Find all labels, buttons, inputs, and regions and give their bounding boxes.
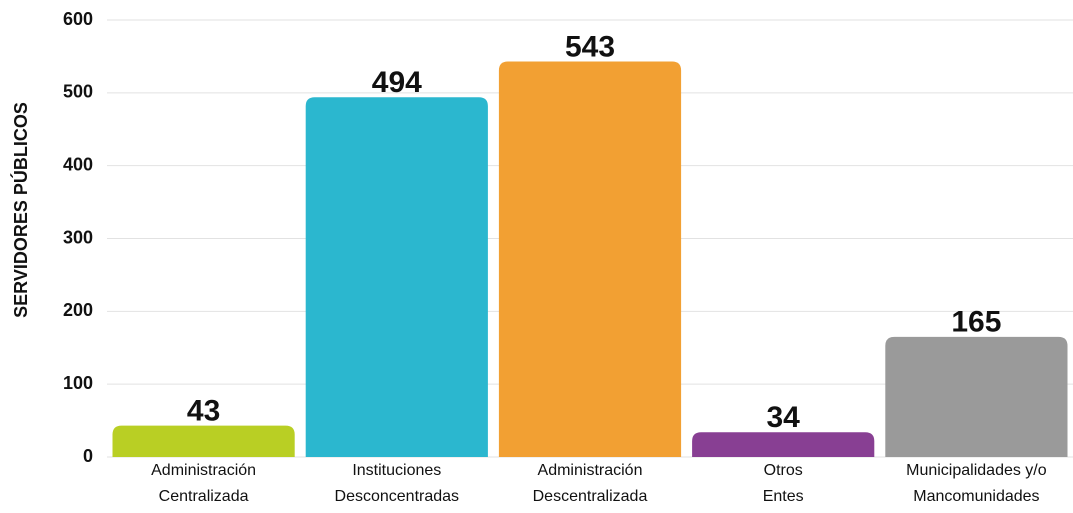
- x-tick-label: Desconcentradas: [335, 488, 460, 505]
- y-tick-label: 100: [63, 373, 93, 393]
- y-tick-label: 0: [83, 446, 93, 466]
- y-tick-label: 200: [63, 300, 93, 320]
- bar: [498, 61, 682, 457]
- y-tick-label: 600: [63, 9, 93, 29]
- x-tick-label: Mancomunidades: [913, 488, 1039, 505]
- x-tick-label: Otros: [764, 462, 803, 479]
- x-tick-label: Centralizada: [159, 488, 249, 505]
- value-label: 34: [767, 401, 801, 434]
- y-axis-label: SERVIDORES PÚBLICOS: [10, 102, 31, 318]
- x-tick-label: Descentralizada: [533, 488, 648, 505]
- bar: [885, 336, 1068, 457]
- value-label: 43: [187, 395, 220, 428]
- value-label: 494: [372, 66, 422, 99]
- bar: [305, 97, 488, 457]
- x-tick-label: Instituciones: [352, 462, 441, 479]
- x-tick-label: Administración: [538, 462, 643, 479]
- y-tick-label: 500: [63, 82, 93, 102]
- bar: [112, 425, 295, 457]
- x-tick-label: Municipalidades y/o: [906, 462, 1047, 479]
- bar: [692, 432, 875, 457]
- x-tick-label: Entes: [763, 488, 804, 505]
- y-tick-label: 400: [63, 154, 93, 174]
- value-label: 165: [951, 306, 1001, 339]
- y-tick-label: 300: [63, 227, 93, 247]
- x-tick-label: Administración: [151, 462, 256, 479]
- value-label: 543: [565, 30, 615, 63]
